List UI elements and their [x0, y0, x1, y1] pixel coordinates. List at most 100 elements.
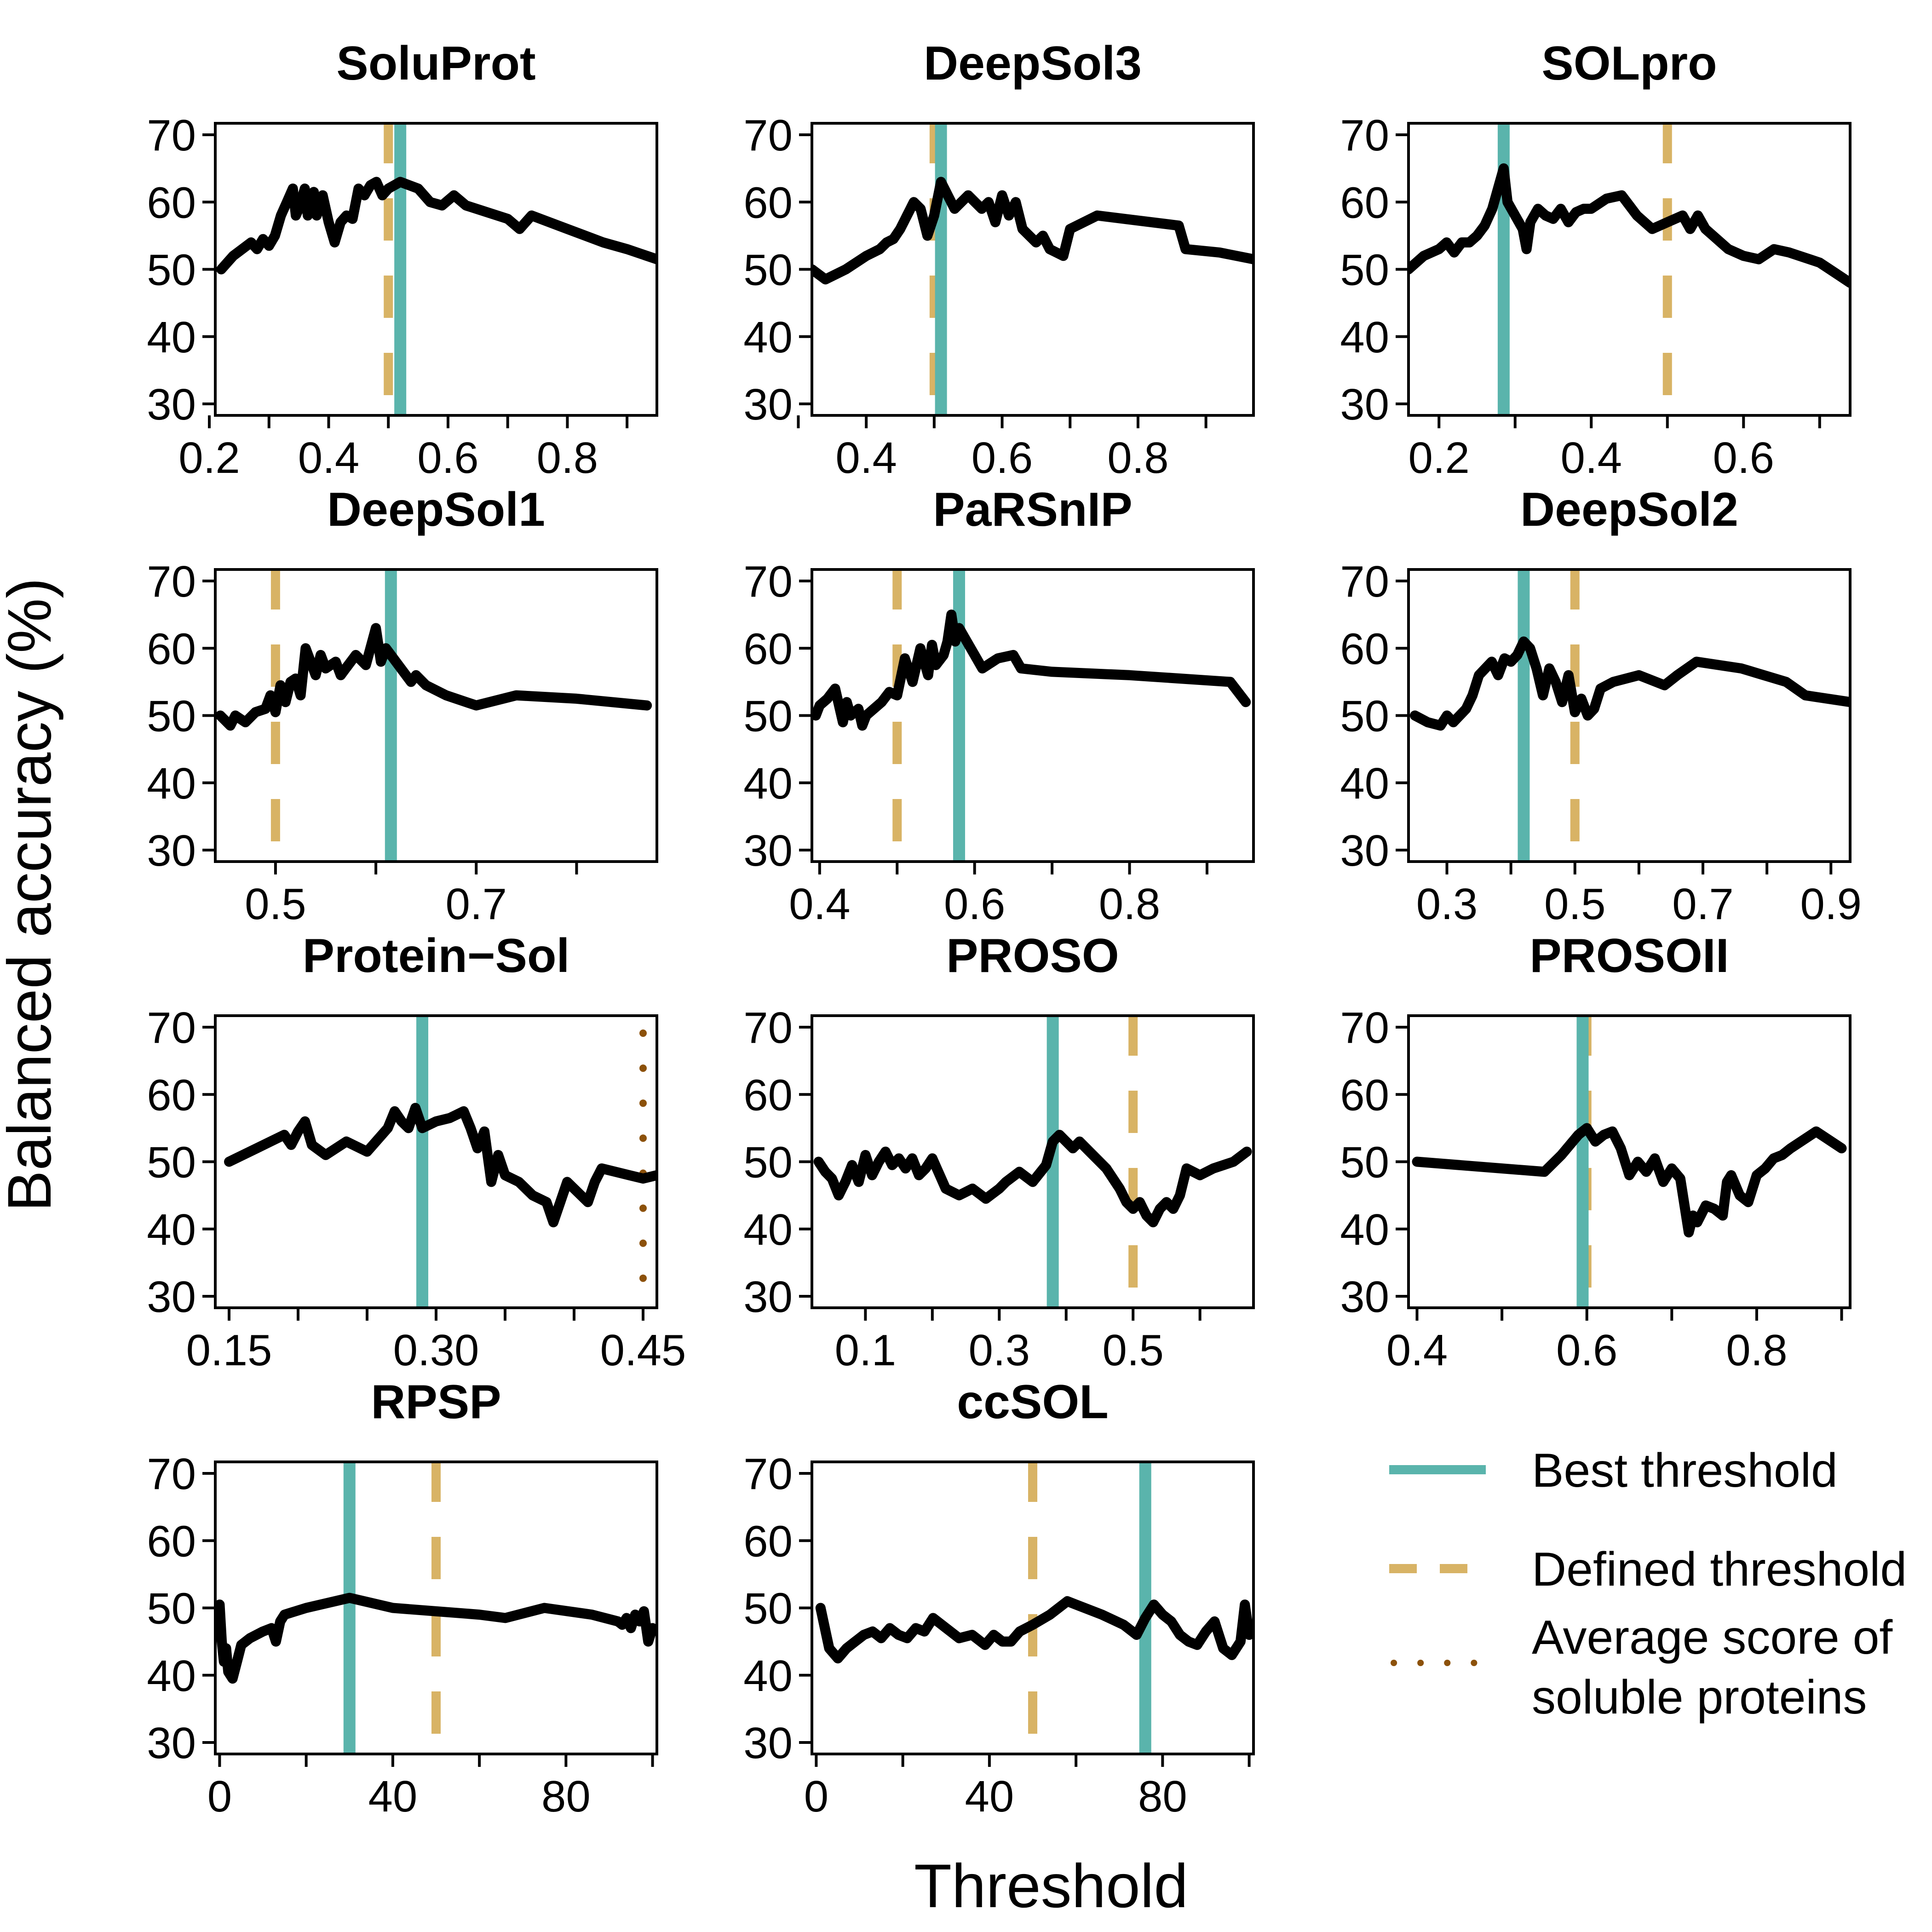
x-tick-label: 0.4 [1386, 1326, 1448, 1375]
panel-title-deepsol3: DeepSol3 [924, 37, 1142, 90]
y-tick-label: 50 [147, 1138, 196, 1187]
x-tick-label: 0.15 [186, 1326, 272, 1375]
y-tick-label: 50 [1340, 246, 1389, 295]
x-tick-label: 80 [541, 1772, 591, 1821]
y-tick-label: 60 [743, 1070, 793, 1120]
accuracy-curve-deepsol3 [812, 177, 1254, 285]
accuracy-curve-protein-sol [224, 1103, 657, 1228]
panel-title-deepsol1: DeepSol1 [327, 483, 545, 536]
x-tick-label: 0.3 [1416, 880, 1478, 929]
x-tick-label: 0.7 [446, 880, 507, 929]
plot-area-rpsp [215, 1462, 657, 1754]
x-tick-label: 0.6 [944, 880, 1005, 929]
y-tick-label: 50 [147, 692, 196, 741]
y-tick-label: 30 [1340, 826, 1389, 875]
y-tick-label: 40 [147, 1651, 196, 1701]
y-tick-label: 40 [147, 1205, 196, 1254]
plot-area-deepsol3 [812, 123, 1254, 415]
accuracy-curve-soluprot [216, 177, 657, 275]
plot-area-parsnip [812, 569, 1251, 862]
panel-title-parsnip: PaRSnIP [933, 483, 1132, 536]
y-tick-label: 70 [1340, 557, 1389, 606]
y-tick-label: 40 [743, 759, 793, 808]
legend-average-label-line2: soluble proteins [1532, 1671, 1867, 1724]
accuracy-curve-deepsol2 [1409, 636, 1850, 731]
y-tick-label: 60 [743, 624, 793, 673]
x-tick-label: 0.2 [178, 433, 240, 483]
panel-solpro: SOLpro 30 40 50 60 70 0.2 0.4 0.6 [1340, 37, 1852, 483]
plot-area-protein-sol [224, 1016, 657, 1308]
y-tick-label: 50 [743, 1138, 793, 1187]
panel-soluprot: SoluProt 30 40 50 60 70 0.2 0.4 0.6 0.8 [147, 37, 658, 483]
x-tick-label: 0.9 [1800, 880, 1862, 929]
y-tick-label: 60 [1340, 624, 1389, 673]
y-tick-label: 70 [147, 111, 196, 160]
y-tick-label: 40 [147, 313, 196, 362]
y-tick-label: 50 [743, 1584, 793, 1633]
plot-area-soluprot [216, 123, 657, 415]
panel-title-proso: PROSO [946, 929, 1119, 983]
panel-title-prosoii: PROSOII [1530, 929, 1729, 983]
y-tick-label: 70 [743, 1449, 793, 1499]
y-tick-label: 40 [147, 759, 196, 808]
x-tick-label: 0.2 [1408, 433, 1469, 483]
y-tick-label: 40 [743, 313, 793, 362]
x-tick-label: 0.4 [789, 880, 850, 929]
panel-prosoii: PROSOII 30 40 50 60 70 0.4 0.6 0.8 [1340, 929, 1852, 1375]
y-tick-label: 30 [743, 826, 793, 875]
y-tick-label: 70 [147, 1003, 196, 1052]
panels: SoluProt 30 40 50 60 70 0.2 0.4 0.6 0.8 DeepSol3 30… [147, 37, 1862, 1821]
x-tick-label: 0.4 [298, 433, 359, 483]
y-tick-label: 30 [1340, 1272, 1389, 1322]
y-tick-label: 50 [147, 1584, 196, 1633]
panel-title-rpsp: RPSP [371, 1375, 501, 1429]
x-tick-label: 0.1 [835, 1326, 896, 1375]
y-tick-label: 50 [147, 246, 196, 295]
accuracy-curve-ccsol [815, 1596, 1254, 1664]
y-tick-label: 60 [1340, 1070, 1389, 1120]
y-tick-label: 40 [743, 1651, 793, 1701]
plot-area-solpro [1409, 123, 1850, 415]
plot-area-ccsol [815, 1462, 1254, 1754]
y-tick-label: 70 [147, 557, 196, 606]
panel-protein-sol: Protein−Sol 30 40 50 60 70 0.15 0.30 0.45 [147, 929, 686, 1375]
y-tick-label: 60 [743, 178, 793, 227]
accuracy-curve-prosoii [1412, 1123, 1847, 1238]
y-axis-label: Balanced accuracy (%) [0, 578, 64, 1212]
accuracy-curve-proso [813, 1130, 1252, 1228]
accuracy-curve-parsnip [812, 610, 1251, 731]
y-tick-label: 70 [1340, 1003, 1389, 1052]
y-tick-label: 70 [147, 1449, 196, 1499]
x-tick-label: 0.8 [1099, 880, 1160, 929]
legend: Best threshold Defined threshold Average… [1389, 1444, 1907, 1724]
panel-proso: PROSO 30 40 50 60 70 0.1 0.3 0.5 [743, 929, 1255, 1375]
y-tick-label: 50 [1340, 1138, 1389, 1187]
panel-title-ccsol: ccSOL [957, 1375, 1108, 1429]
y-tick-label: 70 [743, 1003, 793, 1052]
y-tick-label: 30 [1340, 380, 1389, 429]
y-tick-label: 60 [147, 1070, 196, 1120]
x-tick-label: 0.8 [1107, 433, 1168, 483]
panel-ccsol: ccSOL 30 40 50 60 70 0 40 80 [743, 1375, 1255, 1821]
y-tick-label: 70 [743, 111, 793, 160]
plot-area-proso [813, 1016, 1252, 1308]
x-tick-label: 0 [804, 1772, 828, 1821]
panel-rpsp: RPSP 30 40 50 60 70 0 40 80 [147, 1375, 658, 1821]
x-tick-label: 0.5 [245, 880, 306, 929]
y-tick-label: 60 [1340, 178, 1389, 227]
legend-average-label-line1: Average score of [1532, 1611, 1893, 1664]
x-tick-label: 0.45 [600, 1326, 686, 1375]
x-tick-label: 0.7 [1672, 880, 1733, 929]
y-tick-label: 60 [147, 178, 196, 227]
panel-title-solpro: SOLpro [1541, 37, 1717, 90]
y-tick-label: 30 [147, 1272, 196, 1322]
x-tick-label: 0.6 [1556, 1326, 1617, 1375]
accuracy-curve-rpsp [215, 1593, 657, 1684]
y-tick-label: 60 [147, 1517, 196, 1566]
y-tick-label: 70 [743, 557, 793, 606]
plot-area-deepsol1 [215, 569, 652, 862]
plot-area-prosoii [1412, 1016, 1847, 1308]
y-tick-label: 40 [743, 1205, 793, 1254]
